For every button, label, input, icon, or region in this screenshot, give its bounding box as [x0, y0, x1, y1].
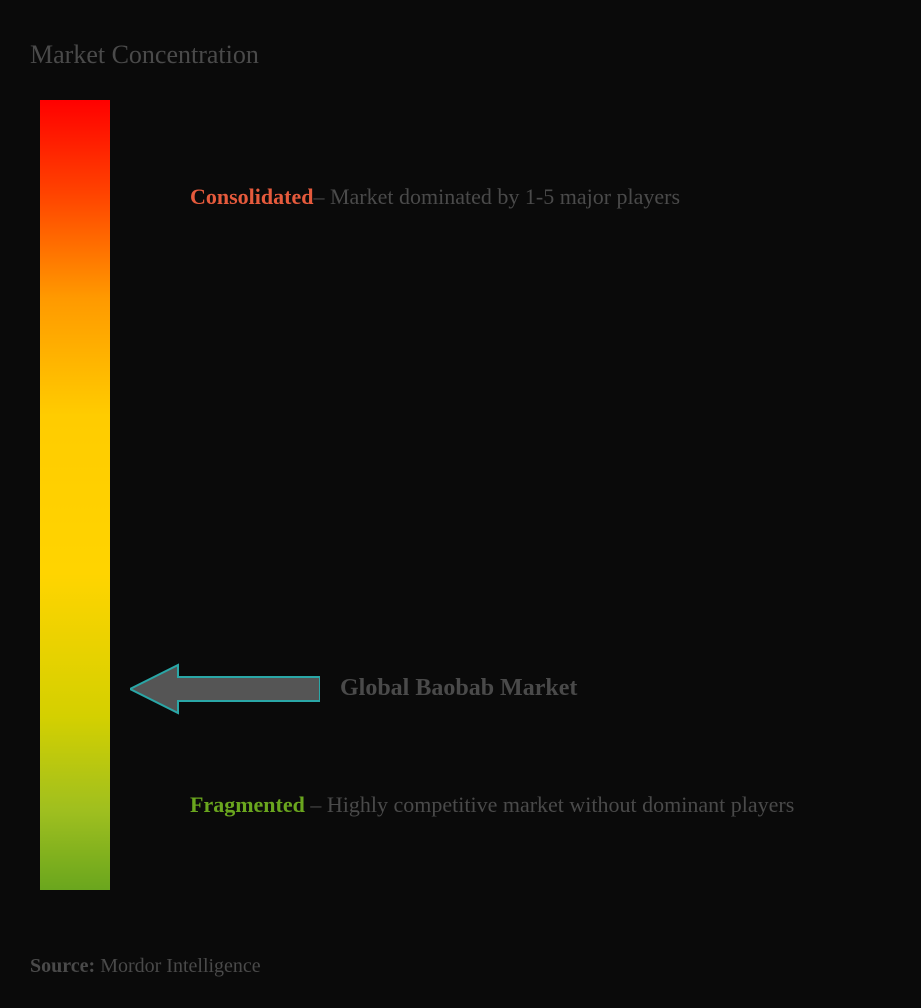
market-label: Global Baobab Market [340, 675, 577, 702]
consolidated-annotation: Consolidated– Market dominated by 1-5 ma… [190, 179, 680, 214]
source-line: Source: Mordor Intelligence [30, 955, 261, 978]
chart-area: Consolidated– Market dominated by 1-5 ma… [30, 100, 891, 920]
concentration-gradient-bar [40, 100, 110, 890]
fragmented-text: – Highly competitive market without domi… [305, 792, 794, 817]
fragmented-label: Fragmented [190, 792, 305, 817]
infographic-container: Market Concentration Consolidated– M [0, 0, 921, 1008]
consolidated-text: – Market dominated by 1-5 major players [313, 184, 680, 209]
source-label: Source: [30, 955, 95, 977]
market-marker: Global Baobab Market [130, 661, 577, 717]
arrow-left-icon [130, 661, 320, 717]
fragmented-annotation: Fragmented – Highly competitive market w… [190, 787, 851, 822]
consolidated-label: Consolidated [190, 184, 313, 209]
chart-title: Market Concentration [30, 40, 891, 70]
source-value: Mordor Intelligence [95, 955, 261, 977]
annotations-layer: Consolidated– Market dominated by 1-5 ma… [130, 100, 871, 890]
